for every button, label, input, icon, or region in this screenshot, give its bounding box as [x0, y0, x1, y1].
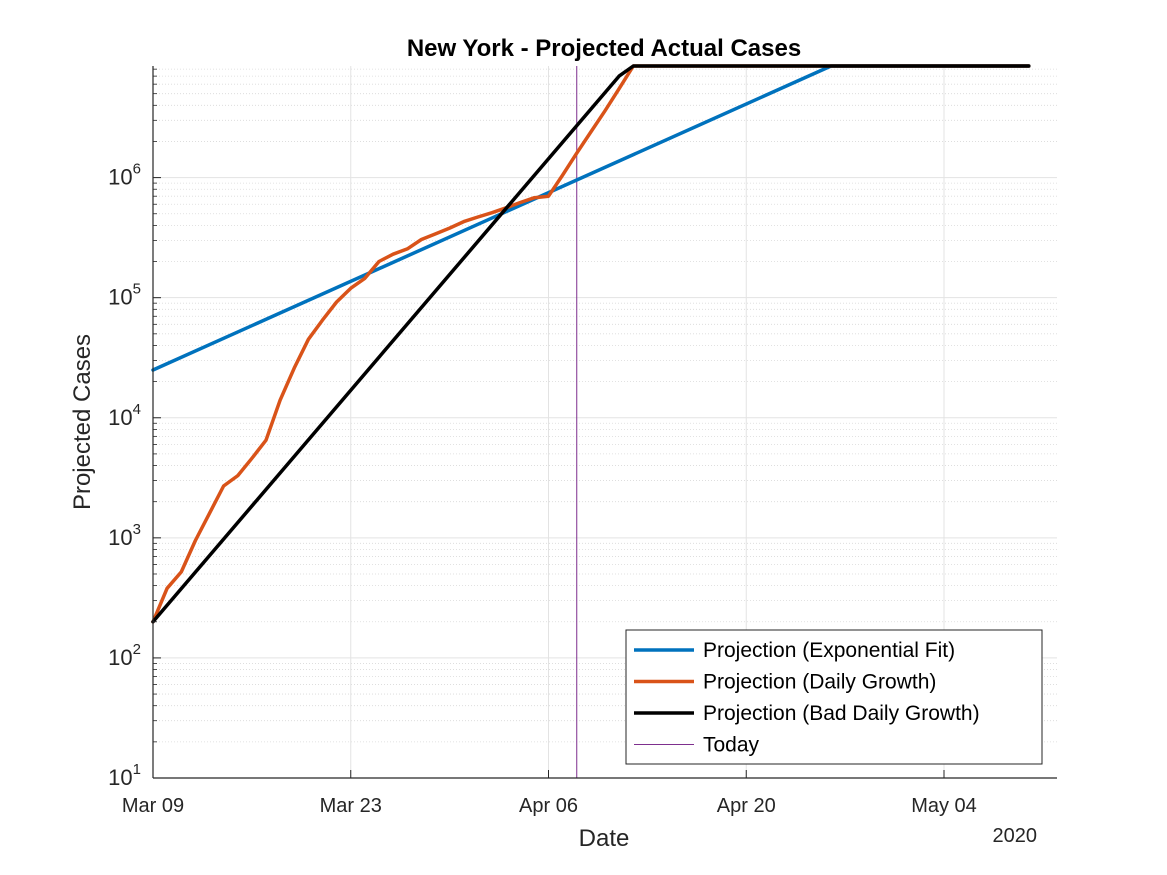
legend-entry-label: Today: [703, 734, 760, 757]
x-tick-labels: Mar 09 Mar 23 Apr 06 Apr 20 May 04: [122, 795, 977, 817]
y-tick-label: 102: [108, 641, 141, 670]
y-tick-label: 103: [108, 521, 141, 550]
y-tick-labels: 101 102 103 104 105 106: [108, 161, 141, 790]
legend-entry-label: Projection (Exponential Fit): [703, 639, 955, 662]
legend: Projection (Exponential Fit) Projection (…: [625, 629, 1043, 765]
axes: [152, 66, 1057, 779]
x-axis-year-label: 2020: [993, 825, 1038, 847]
x-tick-label: Apr 06: [519, 795, 578, 817]
x-tick-label: Mar 09: [122, 795, 184, 817]
legend-entry-label: Projection (Bad Daily Growth): [703, 702, 980, 725]
series-line-3: [151, 64, 1031, 624]
y-tick-label: 104: [108, 401, 141, 430]
y-tick-label: 101: [108, 761, 141, 790]
y-tick-label: 106: [108, 161, 141, 190]
x-tick-label: May 04: [911, 795, 977, 817]
chart-title: New York - Projected Actual Cases: [407, 35, 801, 62]
legend-entry-label: Projection (Daily Growth): [703, 671, 936, 694]
legend-box: [625, 629, 1043, 765]
x-axis-label: Date: [579, 825, 630, 852]
series-line-2: [151, 64, 1031, 624]
series-lines: [151, 64, 1031, 624]
x-tick-label: Apr 20: [717, 795, 776, 817]
y-tick-label: 105: [108, 281, 141, 310]
y-axis-label: Projected Cases: [69, 334, 96, 510]
x-tick-label: Mar 23: [320, 795, 382, 817]
